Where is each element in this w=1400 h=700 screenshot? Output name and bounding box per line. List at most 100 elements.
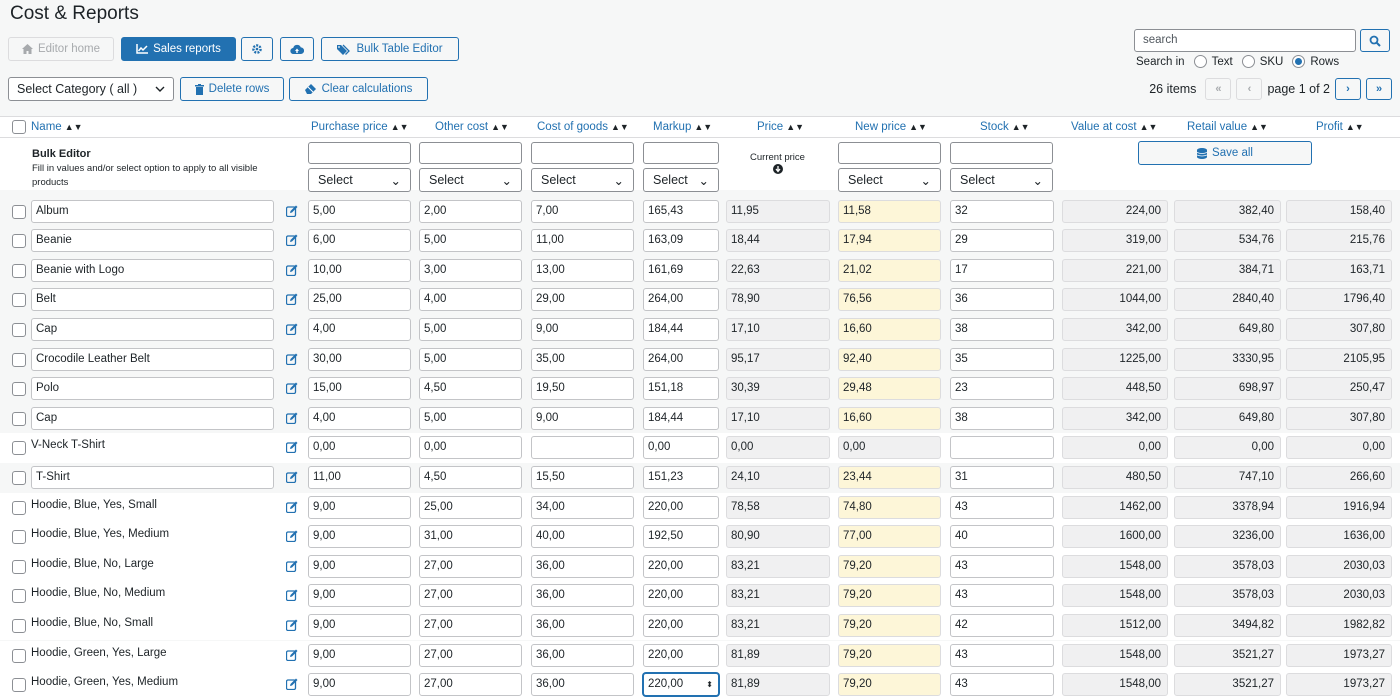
cell-stock[interactable]: 43 (950, 643, 1054, 667)
cell-new-price[interactable]: 79,20 (838, 673, 941, 697)
cell-stock[interactable]: 40 (950, 525, 1054, 549)
cell-purchase[interactable]: 9,00 (308, 643, 411, 667)
cell-purchase[interactable]: 9,00 (308, 495, 411, 519)
row-checkbox[interactable] (12, 204, 26, 219)
cell-other[interactable]: 4,50 (419, 465, 522, 489)
edit-icon[interactable] (286, 234, 298, 247)
cell-new-price[interactable]: 17,94 (838, 229, 941, 253)
bulk-new-price-select[interactable]: Select ⌄ (838, 168, 941, 192)
edit-icon[interactable] (286, 471, 298, 483)
col-price[interactable]: Price ▲▼ (757, 121, 805, 133)
col-purchase-price[interactable]: Purchase price ▲▼ (311, 121, 409, 133)
cell-cog[interactable]: 35,00 (531, 347, 634, 371)
bulk-cog-input[interactable] (531, 142, 634, 164)
col-other-cost[interactable]: Other cost ▲▼ (435, 121, 509, 133)
cell-purchase[interactable]: 9,00 (308, 613, 411, 637)
cell-stock[interactable]: 29 (950, 229, 1054, 253)
cell-purchase[interactable]: 30,00 (308, 347, 411, 371)
cell-markup[interactable]: 220,00 ⬍ (643, 673, 719, 697)
clear-calculations-button[interactable]: Clear calculations (289, 77, 428, 101)
cell-stock[interactable]: 43 (950, 584, 1054, 608)
category-select[interactable]: Select Category ( all ) (8, 77, 174, 101)
cell-stock[interactable]: 31 (950, 465, 1054, 489)
row-checkbox[interactable] (12, 589, 26, 604)
cell-cog[interactable]: 36,00 (531, 554, 634, 578)
cell-cog[interactable]: 19,50 (531, 377, 634, 401)
col-value-at-cost[interactable]: Value at cost ▲▼ (1071, 121, 1158, 133)
cell-cog[interactable]: 40,00 (531, 525, 634, 549)
spinner-icon[interactable]: ⬍ (706, 680, 713, 690)
cell-other[interactable]: 25,00 (419, 495, 522, 519)
first-page-button[interactable]: « (1205, 78, 1232, 100)
edit-icon[interactable] (286, 412, 298, 424)
bulk-markup-input[interactable] (643, 142, 719, 164)
row-checkbox[interactable] (12, 263, 26, 278)
cell-cog[interactable]: 7,00 (531, 199, 634, 223)
arrow-down-circle-icon[interactable] (772, 164, 783, 174)
row-checkbox[interactable] (12, 234, 26, 249)
cell-other[interactable]: 27,00 (419, 643, 522, 667)
last-page-button[interactable]: » (1366, 78, 1392, 100)
cell-other[interactable]: 27,00 (419, 613, 522, 637)
cell-purchase[interactable]: 25,00 (308, 288, 411, 312)
row-checkbox[interactable] (12, 293, 26, 308)
row-checkbox[interactable] (12, 470, 26, 485)
cell-stock[interactable]: 35 (950, 347, 1054, 371)
cell-markup[interactable]: 161,69 (643, 258, 719, 282)
bulk-purchase-input[interactable] (308, 142, 411, 164)
search-button[interactable] (1360, 29, 1390, 52)
row-checkbox[interactable] (12, 559, 26, 574)
cell-cog[interactable]: 36,00 (531, 673, 634, 697)
row-checkbox[interactable] (12, 322, 26, 337)
col-stock[interactable]: Stock ▲▼ (980, 121, 1030, 133)
cell-markup[interactable]: 184,44 (643, 317, 719, 341)
bulk-purchase-select[interactable]: Select ⌄ (308, 168, 411, 192)
cell-new-price[interactable]: 23,44 (838, 465, 941, 489)
cell-new-price[interactable]: 0,00 (838, 436, 941, 460)
cell-new-price[interactable]: 79,20 (838, 554, 941, 578)
cell-other[interactable]: 4,00 (419, 288, 522, 312)
cell-cog[interactable]: 9,00 (531, 317, 634, 341)
delete-rows-button[interactable]: Delete rows (180, 77, 284, 101)
cell-markup[interactable]: 163,09 (643, 229, 719, 253)
cell-markup[interactable]: 220,00 (643, 613, 719, 637)
cell-cog[interactable] (531, 436, 634, 460)
edit-icon[interactable] (286, 205, 298, 217)
cell-markup[interactable]: 220,00 (643, 495, 719, 519)
row-checkbox[interactable] (12, 352, 26, 367)
cell-markup[interactable]: 264,00 (643, 288, 719, 312)
cell-other[interactable]: 27,00 (419, 673, 522, 697)
cell-purchase[interactable]: 0,00 (308, 436, 411, 460)
cell-markup[interactable]: 264,00 (643, 347, 719, 371)
edit-icon[interactable] (286, 678, 298, 691)
cell-purchase[interactable]: 9,00 (308, 673, 411, 697)
cell-other[interactable]: 2,00 (419, 199, 522, 223)
cell-purchase[interactable]: 10,00 (308, 258, 411, 282)
cell-cog[interactable]: 15,50 (531, 465, 634, 489)
bulk-cog-select[interactable]: Select ⌄ (531, 168, 634, 192)
row-checkbox[interactable] (12, 382, 26, 397)
cell-stock[interactable] (950, 436, 1054, 460)
cell-other[interactable]: 5,00 (419, 347, 522, 371)
cell-new-price[interactable]: 76,56 (838, 288, 941, 312)
sales-reports-button[interactable]: Sales reports (121, 37, 236, 61)
cell-markup[interactable]: 192,50 (643, 525, 719, 549)
cell-purchase[interactable]: 11,00 (308, 465, 411, 489)
cell-purchase[interactable]: 9,00 (308, 554, 411, 578)
cell-new-price[interactable]: 79,20 (838, 613, 941, 637)
editor-home-button[interactable]: Editor home (8, 37, 114, 61)
edit-icon[interactable] (286, 501, 298, 513)
cell-cog[interactable]: 34,00 (531, 495, 634, 519)
cell-markup[interactable]: 220,00 (643, 554, 719, 578)
cell-other[interactable]: 5,00 (419, 406, 522, 430)
cell-markup[interactable]: 151,18 (643, 377, 719, 401)
cell-stock[interactable]: 42 (950, 613, 1054, 637)
cell-stock[interactable]: 32 (950, 199, 1054, 223)
edit-icon[interactable] (286, 353, 298, 365)
radio-sku[interactable] (1241, 55, 1255, 68)
cell-new-price[interactable]: 11,58 (838, 199, 941, 223)
cell-markup[interactable]: 0,00 (643, 436, 719, 460)
cell-stock[interactable]: 43 (950, 495, 1054, 519)
radio-rows[interactable] (1292, 55, 1306, 68)
edit-icon[interactable] (286, 589, 298, 602)
